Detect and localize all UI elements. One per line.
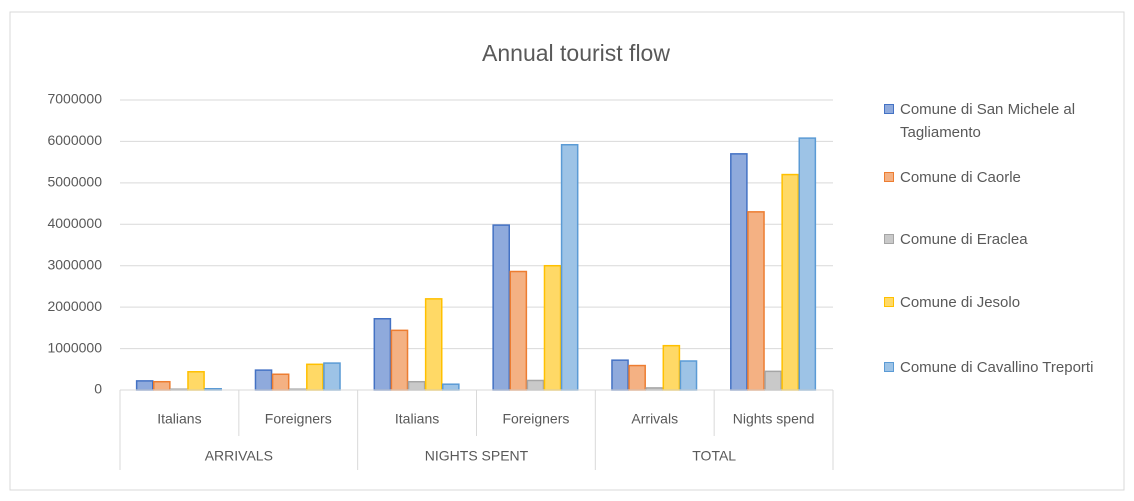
x-tick-label: Italians [157, 411, 201, 427]
legend-item: Comune di Caorle [884, 166, 1021, 189]
bar [492, 224, 510, 391]
bar [187, 371, 205, 391]
legend-label: Comune di San Michele al Tagliamento [900, 101, 1076, 141]
bar [764, 370, 782, 391]
bar [730, 153, 748, 391]
group-label: NIGHTS SPENT [425, 448, 529, 464]
y-tick-label: 5000000 [47, 174, 102, 190]
bar [560, 143, 579, 391]
bar [526, 379, 545, 391]
legend-item: Comune di Eraclea [884, 228, 1028, 251]
legend-label: Comune di Cavallino Treporti [900, 359, 1094, 376]
legend-label: Comune di Eraclea [900, 231, 1028, 248]
legend-swatch [884, 234, 894, 244]
x-tick-label: Foreigners [265, 411, 332, 427]
bar [254, 369, 273, 391]
legend-item: Comune di Cavallino Treporti [884, 356, 1093, 379]
bar [747, 211, 765, 391]
bar [271, 373, 290, 391]
x-tick-label: Nights spend [733, 411, 815, 427]
y-tick-label: 7000000 [47, 91, 102, 107]
legend-swatch [884, 172, 894, 182]
bar [135, 380, 154, 391]
bar [424, 298, 443, 391]
bar [781, 173, 800, 391]
y-tick-label: 6000000 [47, 132, 102, 148]
bar [323, 362, 341, 391]
legend-swatch [884, 297, 894, 307]
group-label: ARRIVALS [205, 448, 273, 464]
group-label: TOTAL [692, 448, 736, 464]
bar [543, 264, 562, 391]
legend-item: Comune di Jesolo [884, 291, 1020, 314]
x-tick-label: Arrivals [631, 411, 678, 427]
bar [628, 364, 646, 391]
bar [373, 317, 392, 391]
legend-label: Comune di Caorle [900, 169, 1021, 186]
legend-label: Comune di Jesolo [900, 294, 1021, 311]
legend-swatch [884, 104, 894, 114]
bar [662, 344, 681, 391]
y-tick-label: 0 [94, 381, 102, 397]
legend-item: Comune di San Michele al Tagliamento [884, 98, 1124, 144]
y-tick-label: 4000000 [47, 215, 102, 231]
x-tick-label: Foreigners [502, 411, 569, 427]
y-tick-label: 2000000 [47, 298, 102, 314]
x-tick-label: Italians [395, 411, 439, 427]
bar [390, 329, 409, 391]
legend-swatch [884, 362, 894, 372]
bar [611, 359, 629, 391]
bar [152, 380, 171, 391]
bar [306, 363, 324, 391]
bar [407, 380, 426, 391]
bar [798, 137, 817, 391]
y-tick-label: 1000000 [47, 339, 102, 355]
y-tick-label: 3000000 [47, 256, 102, 272]
bar [509, 270, 528, 391]
bar [679, 360, 698, 391]
bar [442, 383, 460, 391]
chart-title: Annual tourist flow [482, 40, 670, 66]
